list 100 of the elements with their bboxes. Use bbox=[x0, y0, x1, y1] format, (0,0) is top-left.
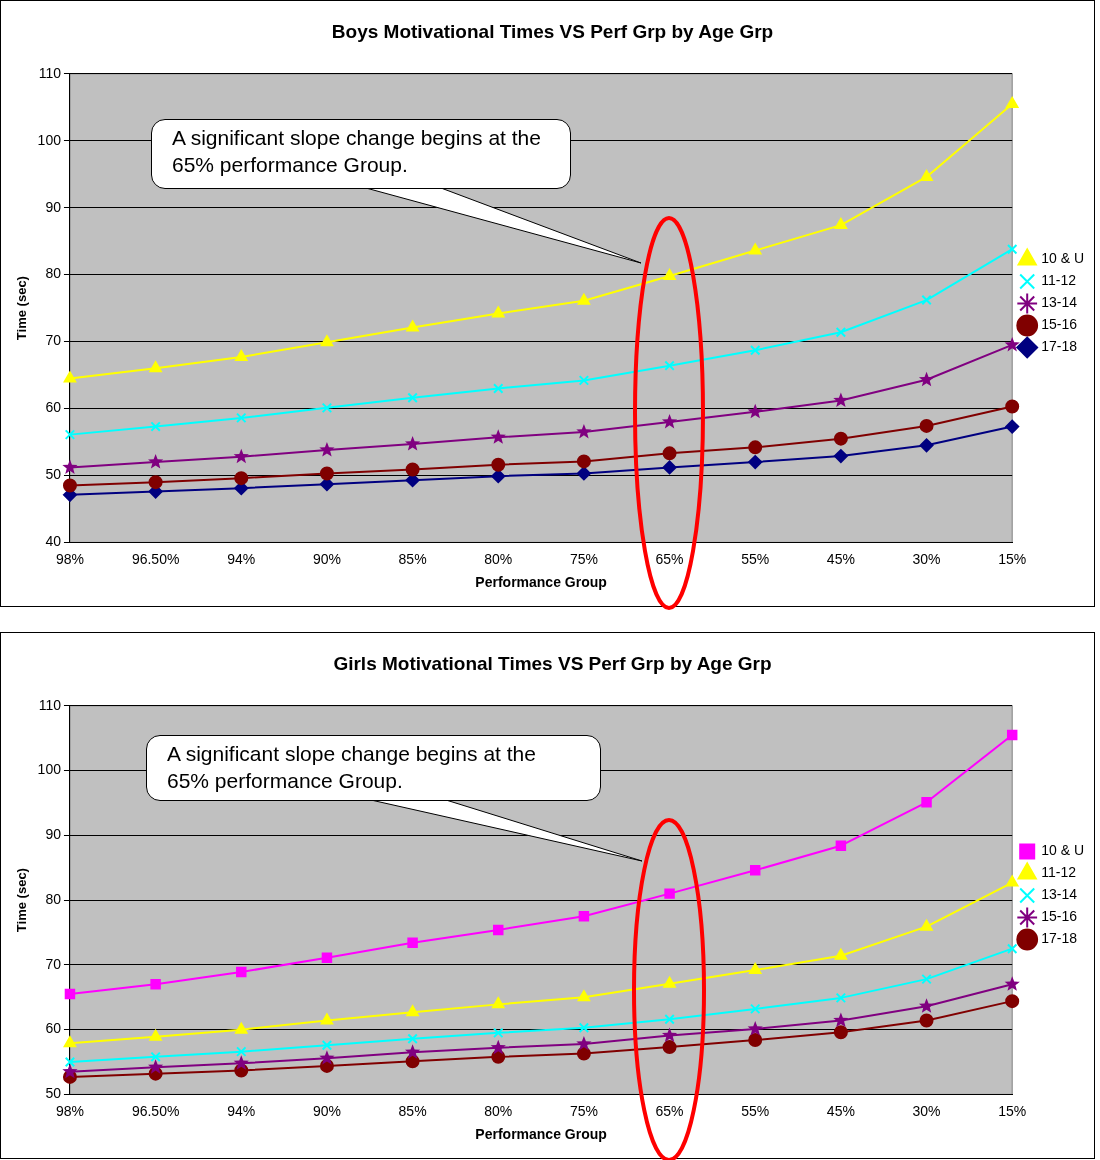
x-tick-label: 75% bbox=[569, 1102, 598, 1119]
point bbox=[63, 371, 77, 383]
legend-label: 17-18 bbox=[1041, 930, 1078, 947]
point bbox=[834, 218, 848, 230]
point bbox=[578, 1022, 590, 1033]
point bbox=[493, 1027, 504, 1039]
point bbox=[576, 1035, 592, 1051]
point bbox=[407, 392, 418, 404]
point bbox=[664, 1014, 675, 1025]
point bbox=[62, 459, 78, 474]
legend-label: 10 & U bbox=[1041, 842, 1085, 859]
point bbox=[833, 431, 848, 446]
point bbox=[320, 1013, 334, 1025]
point bbox=[661, 1027, 678, 1042]
point bbox=[749, 345, 761, 356]
x-tick-label: 55% bbox=[741, 1102, 770, 1119]
x-tick-label: 65% bbox=[655, 550, 684, 567]
point bbox=[319, 466, 334, 481]
point bbox=[319, 1050, 335, 1065]
point bbox=[578, 375, 590, 386]
point bbox=[920, 169, 933, 181]
y-axis-title: Time (sec) bbox=[14, 868, 30, 933]
point bbox=[1005, 399, 1020, 414]
speech-bubble: A significant slope change begins at the 65% performance Group. bbox=[146, 735, 601, 801]
point bbox=[321, 1039, 333, 1051]
point bbox=[749, 865, 761, 876]
x-tick-label: 98% bbox=[55, 550, 84, 567]
point bbox=[493, 924, 504, 936]
y-tick-label: 100 bbox=[37, 761, 62, 778]
x-axis-title: Performance Group bbox=[475, 1126, 607, 1143]
point bbox=[918, 998, 935, 1013]
point bbox=[919, 438, 934, 453]
point bbox=[834, 948, 848, 960]
point bbox=[1004, 336, 1020, 352]
point bbox=[64, 429, 76, 440]
point bbox=[150, 421, 161, 432]
y-tick-label: 60 bbox=[45, 1020, 62, 1037]
point bbox=[1006, 729, 1018, 741]
chart-title: Girls Motivational Times VS Perf Grp by Age Grp bbox=[333, 652, 772, 674]
legend-label: 15-16 bbox=[1041, 908, 1078, 925]
y-tick-label: 90 bbox=[45, 826, 62, 843]
x-tick-label: 30% bbox=[912, 550, 941, 567]
y-tick-label: 100 bbox=[37, 131, 62, 148]
point bbox=[1004, 976, 1020, 991]
point bbox=[321, 402, 333, 414]
point bbox=[577, 293, 591, 305]
point bbox=[663, 976, 676, 988]
point bbox=[921, 294, 932, 306]
x-tick-label: 80% bbox=[484, 1102, 513, 1119]
x-tick-label: 30% bbox=[912, 1102, 941, 1119]
point bbox=[235, 349, 248, 361]
point bbox=[1006, 243, 1018, 255]
point bbox=[1006, 943, 1018, 954]
point bbox=[664, 888, 675, 899]
point bbox=[320, 335, 334, 347]
point bbox=[576, 1046, 591, 1061]
x-tick-label: 65% bbox=[655, 1102, 684, 1119]
point bbox=[835, 992, 847, 1004]
point bbox=[492, 306, 505, 318]
legend-label: 10 & U bbox=[1041, 250, 1085, 267]
point bbox=[491, 469, 506, 484]
point bbox=[747, 1020, 763, 1036]
legend-label: 13-14 bbox=[1041, 294, 1078, 311]
y-tick-label: 50 bbox=[45, 1085, 62, 1102]
point bbox=[748, 440, 763, 455]
point bbox=[490, 1039, 506, 1055]
point bbox=[62, 478, 77, 493]
point bbox=[576, 454, 591, 469]
point bbox=[407, 937, 418, 949]
point bbox=[233, 448, 249, 464]
point bbox=[490, 429, 506, 444]
point bbox=[833, 449, 848, 464]
point bbox=[919, 1013, 934, 1028]
point bbox=[234, 471, 249, 486]
point bbox=[148, 475, 163, 490]
point bbox=[493, 383, 504, 394]
x-tick-label: 75% bbox=[569, 550, 598, 567]
y-tick-label: 80 bbox=[45, 265, 62, 282]
point bbox=[236, 412, 247, 424]
legend-label: 15-16 bbox=[1041, 316, 1078, 333]
y-tick-label: 70 bbox=[45, 955, 62, 972]
point bbox=[64, 1056, 76, 1068]
point bbox=[405, 473, 420, 488]
point bbox=[404, 1044, 421, 1059]
point bbox=[235, 1022, 248, 1034]
point bbox=[576, 466, 591, 481]
x-tick-label: 94% bbox=[227, 1102, 256, 1119]
x-tick-label: 15% bbox=[998, 1102, 1027, 1119]
x-tick-label: 98% bbox=[55, 1102, 84, 1119]
point bbox=[749, 243, 762, 255]
x-axis-title: Performance Group bbox=[475, 574, 607, 591]
x-tick-label: 85% bbox=[398, 550, 427, 567]
x-tick-label: 80% bbox=[484, 550, 513, 567]
point bbox=[62, 1063, 78, 1079]
point bbox=[662, 446, 677, 461]
point bbox=[918, 371, 935, 387]
point bbox=[404, 435, 421, 451]
point bbox=[149, 361, 162, 373]
point bbox=[662, 460, 677, 475]
point bbox=[921, 973, 932, 985]
